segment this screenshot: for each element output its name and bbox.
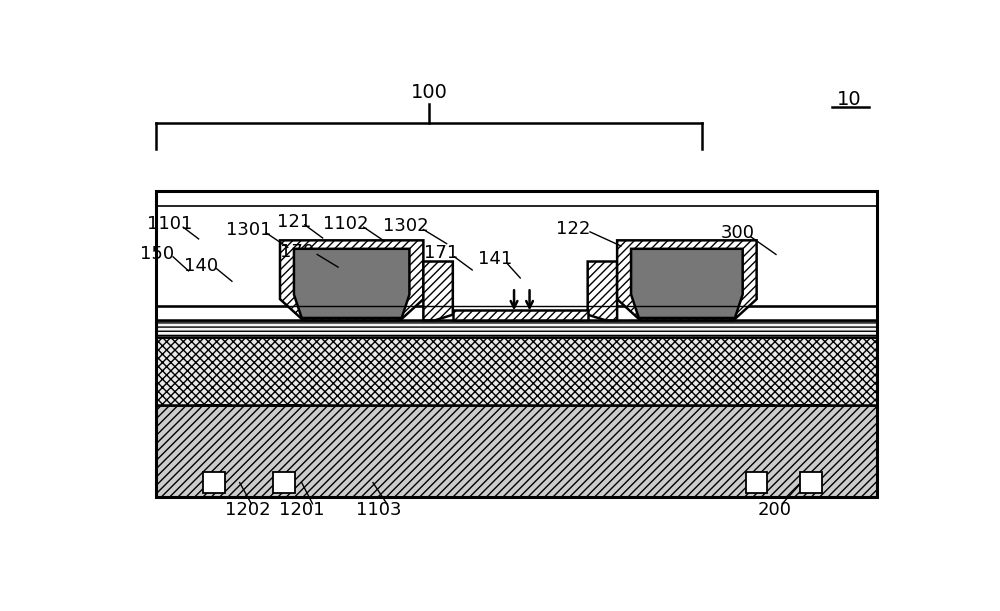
Text: 1201: 1201 (279, 501, 324, 519)
Polygon shape (423, 262, 453, 320)
Text: 1101: 1101 (147, 215, 193, 233)
Text: 150: 150 (140, 246, 175, 263)
Text: 141: 141 (478, 250, 513, 268)
Text: 140: 140 (184, 257, 218, 275)
Text: 200: 200 (757, 501, 791, 519)
Bar (156, 337, 877, 405)
Bar (453, 310, 588, 320)
Text: 10: 10 (837, 90, 862, 109)
Bar (453, 262, 588, 310)
Text: 100: 100 (411, 82, 448, 101)
Polygon shape (617, 240, 757, 320)
Text: 170: 170 (280, 243, 314, 261)
Polygon shape (588, 262, 617, 320)
Text: 1103: 1103 (356, 501, 402, 519)
Bar (156, 306, 877, 320)
Text: 300: 300 (720, 224, 754, 243)
Bar (800, 472, 822, 493)
Text: 1102: 1102 (323, 215, 369, 233)
Text: 171: 171 (424, 244, 458, 262)
Text: 122: 122 (556, 219, 590, 238)
Bar (746, 472, 767, 493)
Bar (203, 472, 225, 493)
Bar (156, 191, 877, 497)
Text: 1202: 1202 (225, 501, 270, 519)
Polygon shape (280, 240, 423, 320)
Bar (156, 405, 877, 497)
Bar (273, 472, 295, 493)
Text: 1301: 1301 (226, 221, 272, 238)
Text: 1302: 1302 (383, 218, 428, 235)
Polygon shape (631, 249, 743, 318)
Polygon shape (294, 249, 409, 318)
Bar (156, 320, 877, 337)
Text: 121: 121 (277, 213, 311, 230)
